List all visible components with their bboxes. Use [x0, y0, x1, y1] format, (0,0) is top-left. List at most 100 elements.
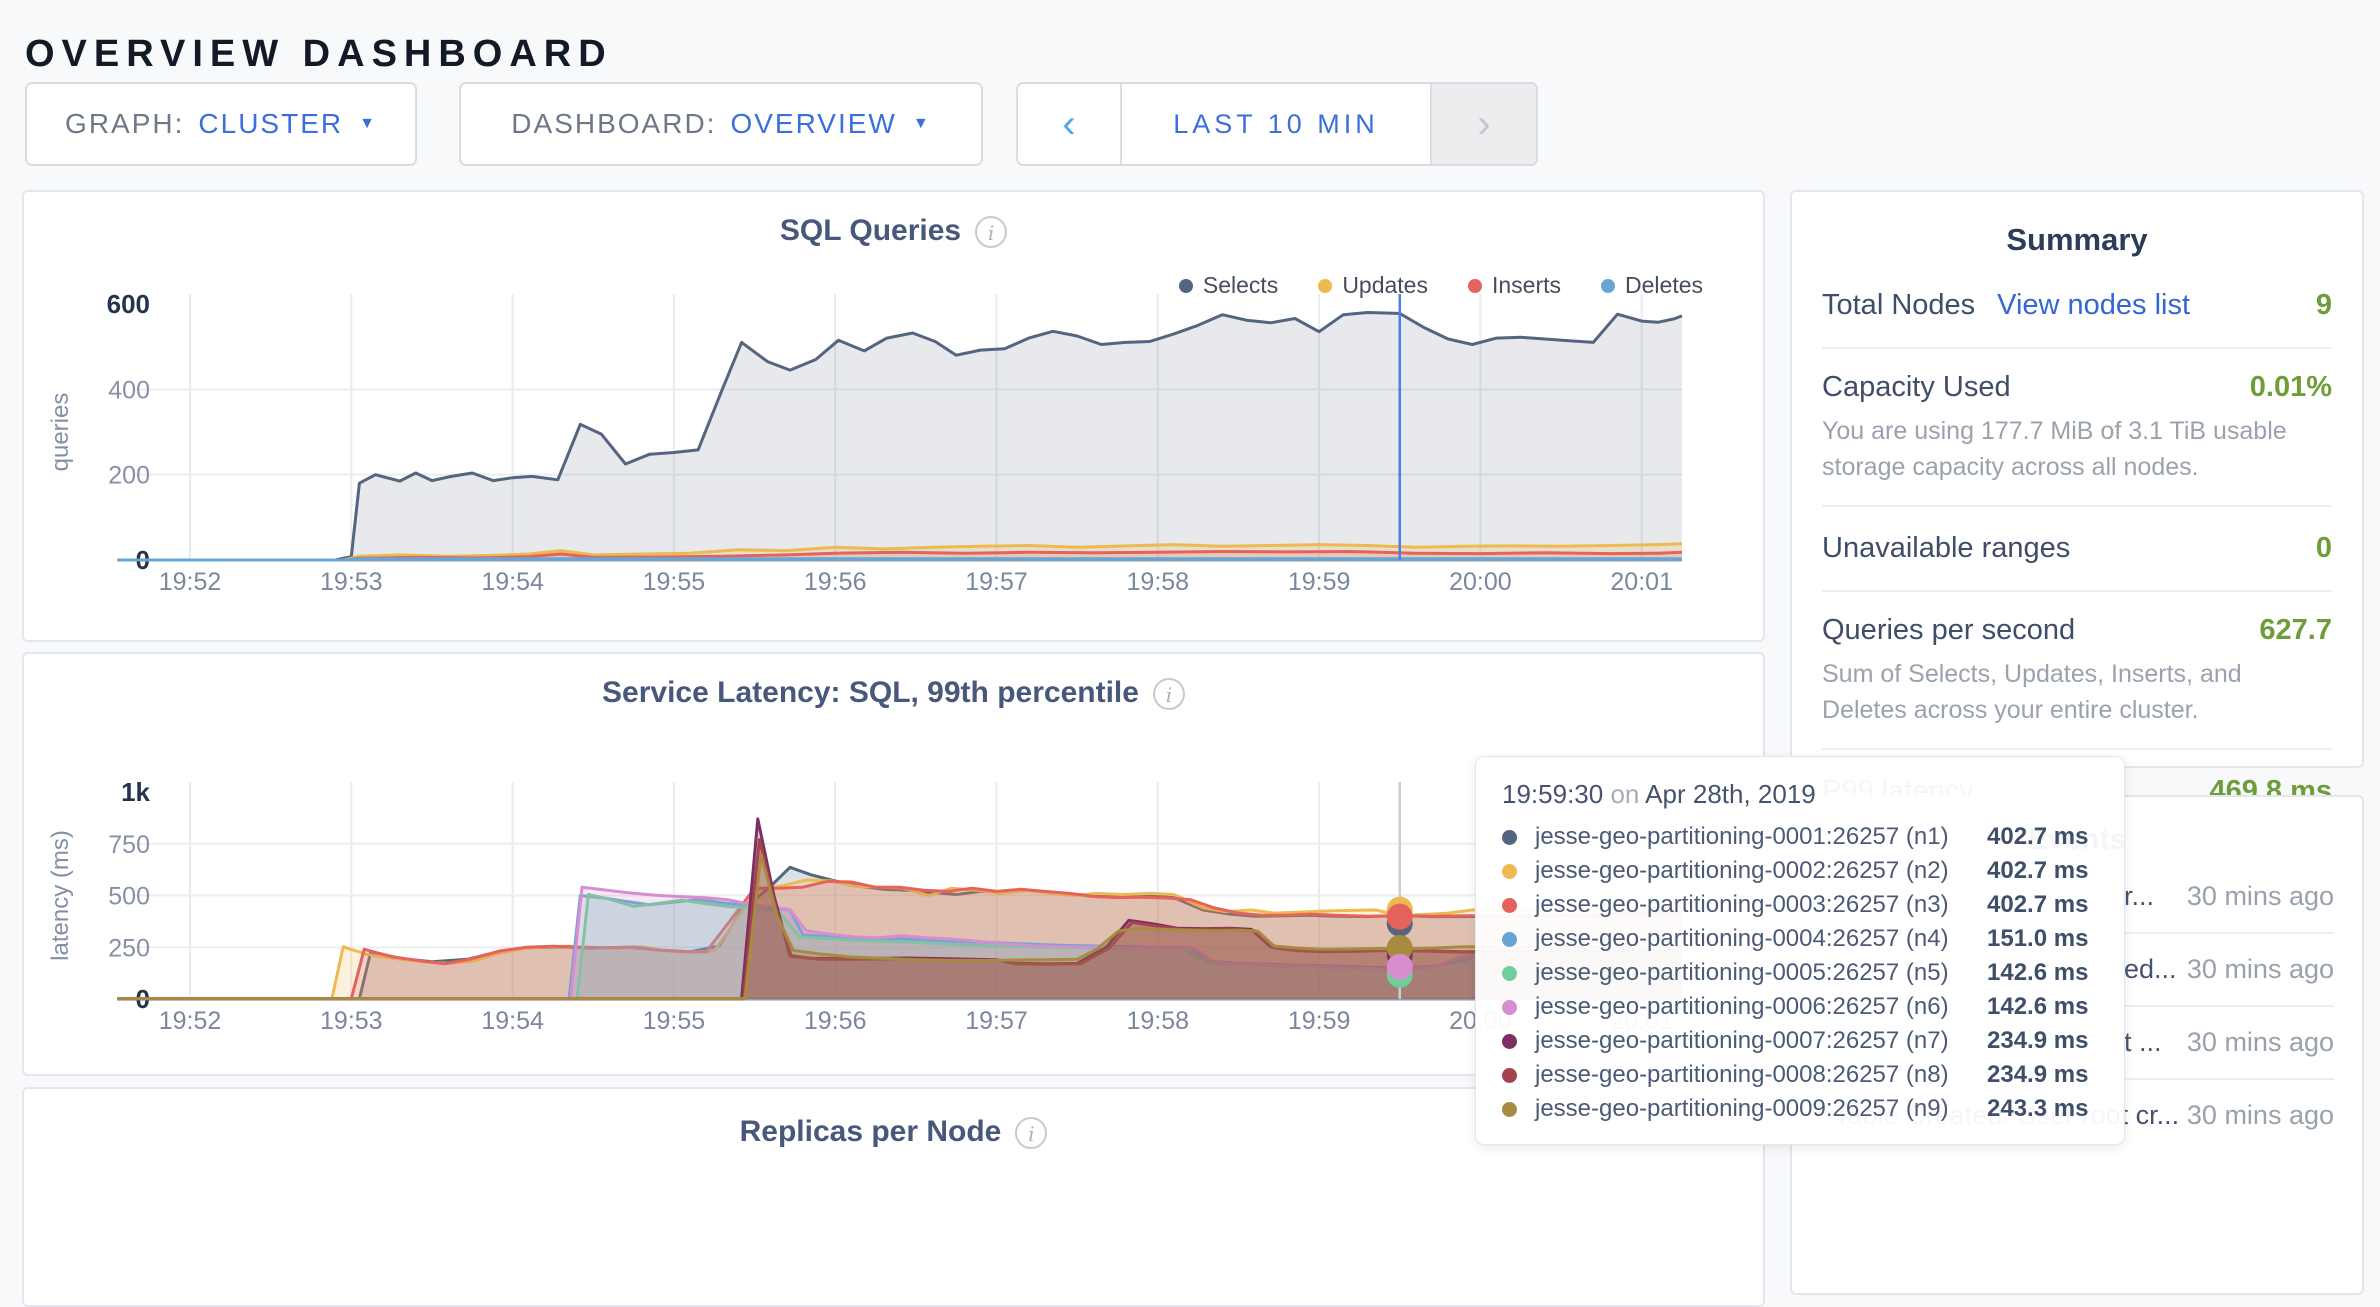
tooltip-timestamp: 19:59:30 on Apr 28th, 2019 — [1502, 779, 1816, 809]
svg-text:19:57: 19:57 — [965, 568, 1028, 596]
view-nodes-list-link[interactable]: View nodes list — [1997, 289, 2191, 321]
graph-dropdown[interactable]: GRAPH: CLUSTER ▼ — [25, 82, 417, 166]
dashboard-dropdown[interactable]: DASHBOARD: OVERVIEW ▼ — [459, 82, 983, 166]
chevron-right-icon: › — [1477, 101, 1491, 146]
svg-text:19:53: 19:53 — [320, 568, 383, 596]
svg-text:400: 400 — [108, 376, 150, 404]
qps-value: 627.7 — [2259, 614, 2332, 646]
legend-item: Inserts — [1467, 272, 1561, 299]
info-icon[interactable]: i — [975, 216, 1008, 249]
tooltip-node-value: 151.0 ms — [1987, 925, 2089, 952]
tooltip-row: jesse-geo-partitioning-0006:26257 (n6) 14… — [1502, 990, 2098, 1024]
summary-total-nodes-row: Total Nodes View nodes list 9 — [1822, 264, 2332, 349]
chevron-down-icon: ▼ — [359, 115, 377, 132]
svg-text:19:59: 19:59 — [1288, 568, 1351, 596]
tooltip-node-name: jesse-geo-partitioning-0004:26257 (n4) — [1535, 925, 1949, 952]
svg-text:19:58: 19:58 — [1127, 568, 1190, 596]
legend-label: Updates — [1342, 272, 1428, 298]
svg-text:250: 250 — [108, 934, 150, 962]
series-dot-icon — [1502, 1033, 1517, 1049]
tooltip-row: jesse-geo-partitioning-0001:26257 (n1) 40… — [1502, 820, 2098, 854]
series-dot-icon — [1502, 965, 1517, 981]
summary-capacity-row: Capacity Used 0.01% You are using 177.7 … — [1822, 349, 2332, 507]
summary-title: Summary — [2006, 222, 2148, 257]
legend-item: Deletes — [1601, 272, 1703, 299]
svg-text:19:55: 19:55 — [643, 1007, 706, 1035]
tooltip-node-value: 234.9 ms — [1987, 1061, 2089, 1088]
info-icon[interactable]: i — [1015, 1117, 1048, 1150]
sql-queries-title: SQL Queries i — [24, 214, 1763, 249]
svg-text:20:00: 20:00 — [1449, 568, 1512, 596]
tooltip-node-value: 142.6 ms — [1987, 959, 2089, 986]
event-text: t ... — [2124, 1027, 2162, 1057]
info-icon[interactable]: i — [1152, 678, 1185, 711]
dashboard-dropdown-label: DASHBOARD: — [511, 108, 717, 139]
svg-text:19:52: 19:52 — [159, 1007, 222, 1035]
tooltip-node-value: 402.7 ms — [1987, 891, 2089, 918]
legend-label: Selects — [1202, 272, 1279, 298]
tooltip-row: jesse-geo-partitioning-0003:26257 (n3) 40… — [1502, 888, 2098, 922]
page-title: OVERVIEW DASHBOARD — [25, 33, 613, 76]
svg-text:19:59: 19:59 — [1288, 1007, 1351, 1035]
legend-label: Deletes — [1625, 272, 1703, 298]
tooltip-node-name: jesse-geo-partitioning-0008:26257 (n8) — [1535, 1061, 1949, 1088]
replicas-title: Replicas per Node i — [24, 1115, 1763, 1150]
time-range-selector: ‹ LAST 10 MIN › — [1016, 82, 1538, 166]
series-dot-icon — [1502, 1101, 1517, 1117]
event-time: 30 mins ago — [2186, 1026, 2334, 1057]
svg-text:19:54: 19:54 — [481, 1007, 544, 1035]
tooltip-node-name: jesse-geo-partitioning-0001:26257 (n1) — [1535, 823, 1949, 850]
event-time: 30 mins ago — [2186, 880, 2334, 911]
latency-card: Service Latency: SQL, 99th percentile i 0… — [22, 652, 1765, 1076]
svg-text:19:52: 19:52 — [159, 568, 222, 596]
qps-description: Sum of Selects, Updates, Inserts, and De… — [1822, 660, 2242, 724]
tooltip-node-name: jesse-geo-partitioning-0002:26257 (n2) — [1535, 857, 1949, 884]
tooltip-node-value: 142.6 ms — [1987, 993, 2089, 1020]
unavailable-ranges-value: 0 — [2315, 532, 2332, 564]
tooltip-node-name: jesse-geo-partitioning-0007:26257 (n7) — [1535, 1027, 1949, 1054]
tooltip-node-value: 234.9 ms — [1987, 1027, 2089, 1054]
dashboard-dropdown-value: OVERVIEW — [730, 108, 897, 139]
tooltip-row: jesse-geo-partitioning-0008:26257 (n8) 23… — [1502, 1058, 2098, 1092]
legend-dot-icon — [1318, 278, 1333, 293]
svg-text:600: 600 — [107, 289, 150, 319]
total-nodes-label: Total Nodes — [1822, 289, 1976, 321]
svg-text:19:57: 19:57 — [965, 1007, 1028, 1035]
event-time: 30 mins ago — [2186, 1099, 2334, 1130]
svg-text:20:01: 20:01 — [1610, 568, 1673, 596]
tooltip-node-value: 402.7 ms — [1987, 823, 2089, 850]
unavailable-ranges-label: Unavailable ranges — [1822, 532, 2071, 564]
series-dot-icon — [1502, 931, 1517, 947]
event-time: 30 mins ago — [2186, 953, 2334, 984]
svg-text:19:54: 19:54 — [481, 568, 544, 596]
svg-text:latency (ms): latency (ms) — [47, 830, 74, 961]
summary-qps-row: Queries per second 627.7 Sum of Selects,… — [1822, 592, 2332, 750]
sql-queries-card: SQL Queries i Selects Updates Inserts Delete… — [22, 190, 1765, 642]
time-next-button[interactable]: › — [1430, 84, 1536, 164]
svg-text:500: 500 — [108, 883, 150, 911]
time-prev-button[interactable]: ‹ — [1018, 84, 1122, 164]
capacity-value: 0.01% — [2249, 371, 2332, 403]
svg-text:19:56: 19:56 — [804, 1007, 867, 1035]
svg-text:19:58: 19:58 — [1127, 1007, 1190, 1035]
tooltip-node-name: jesse-geo-partitioning-0009:26257 (n9) — [1535, 1095, 1949, 1122]
svg-text:queries: queries — [47, 393, 74, 472]
series-dot-icon — [1502, 999, 1517, 1015]
graph-dropdown-label: GRAPH: — [65, 108, 185, 139]
time-range-button[interactable]: LAST 10 MIN — [1173, 108, 1379, 139]
svg-text:1k: 1k — [121, 777, 150, 807]
tooltip-row: jesse-geo-partitioning-0002:26257 (n2) 40… — [1502, 854, 2098, 888]
legend-dot-icon — [1467, 278, 1482, 293]
graph-dropdown-value: CLUSTER — [198, 108, 344, 139]
tooltip-row: jesse-geo-partitioning-0007:26257 (n7) 23… — [1502, 1024, 2098, 1058]
total-nodes-value: 9 — [2315, 289, 2332, 321]
series-dot-icon — [1502, 863, 1517, 879]
tooltip-node-value: 243.3 ms — [1987, 1095, 2089, 1122]
tooltip-row: jesse-geo-partitioning-0009:26257 (n9) 24… — [1502, 1092, 2098, 1126]
chart-hover-tooltip: 19:59:30 on Apr 28th, 2019 jesse-geo-par… — [1475, 756, 2125, 1145]
svg-text:200: 200 — [108, 462, 150, 490]
series-dot-icon — [1502, 897, 1517, 913]
capacity-description: You are using 177.7 MiB of 3.1 TiB usabl… — [1822, 417, 2287, 481]
